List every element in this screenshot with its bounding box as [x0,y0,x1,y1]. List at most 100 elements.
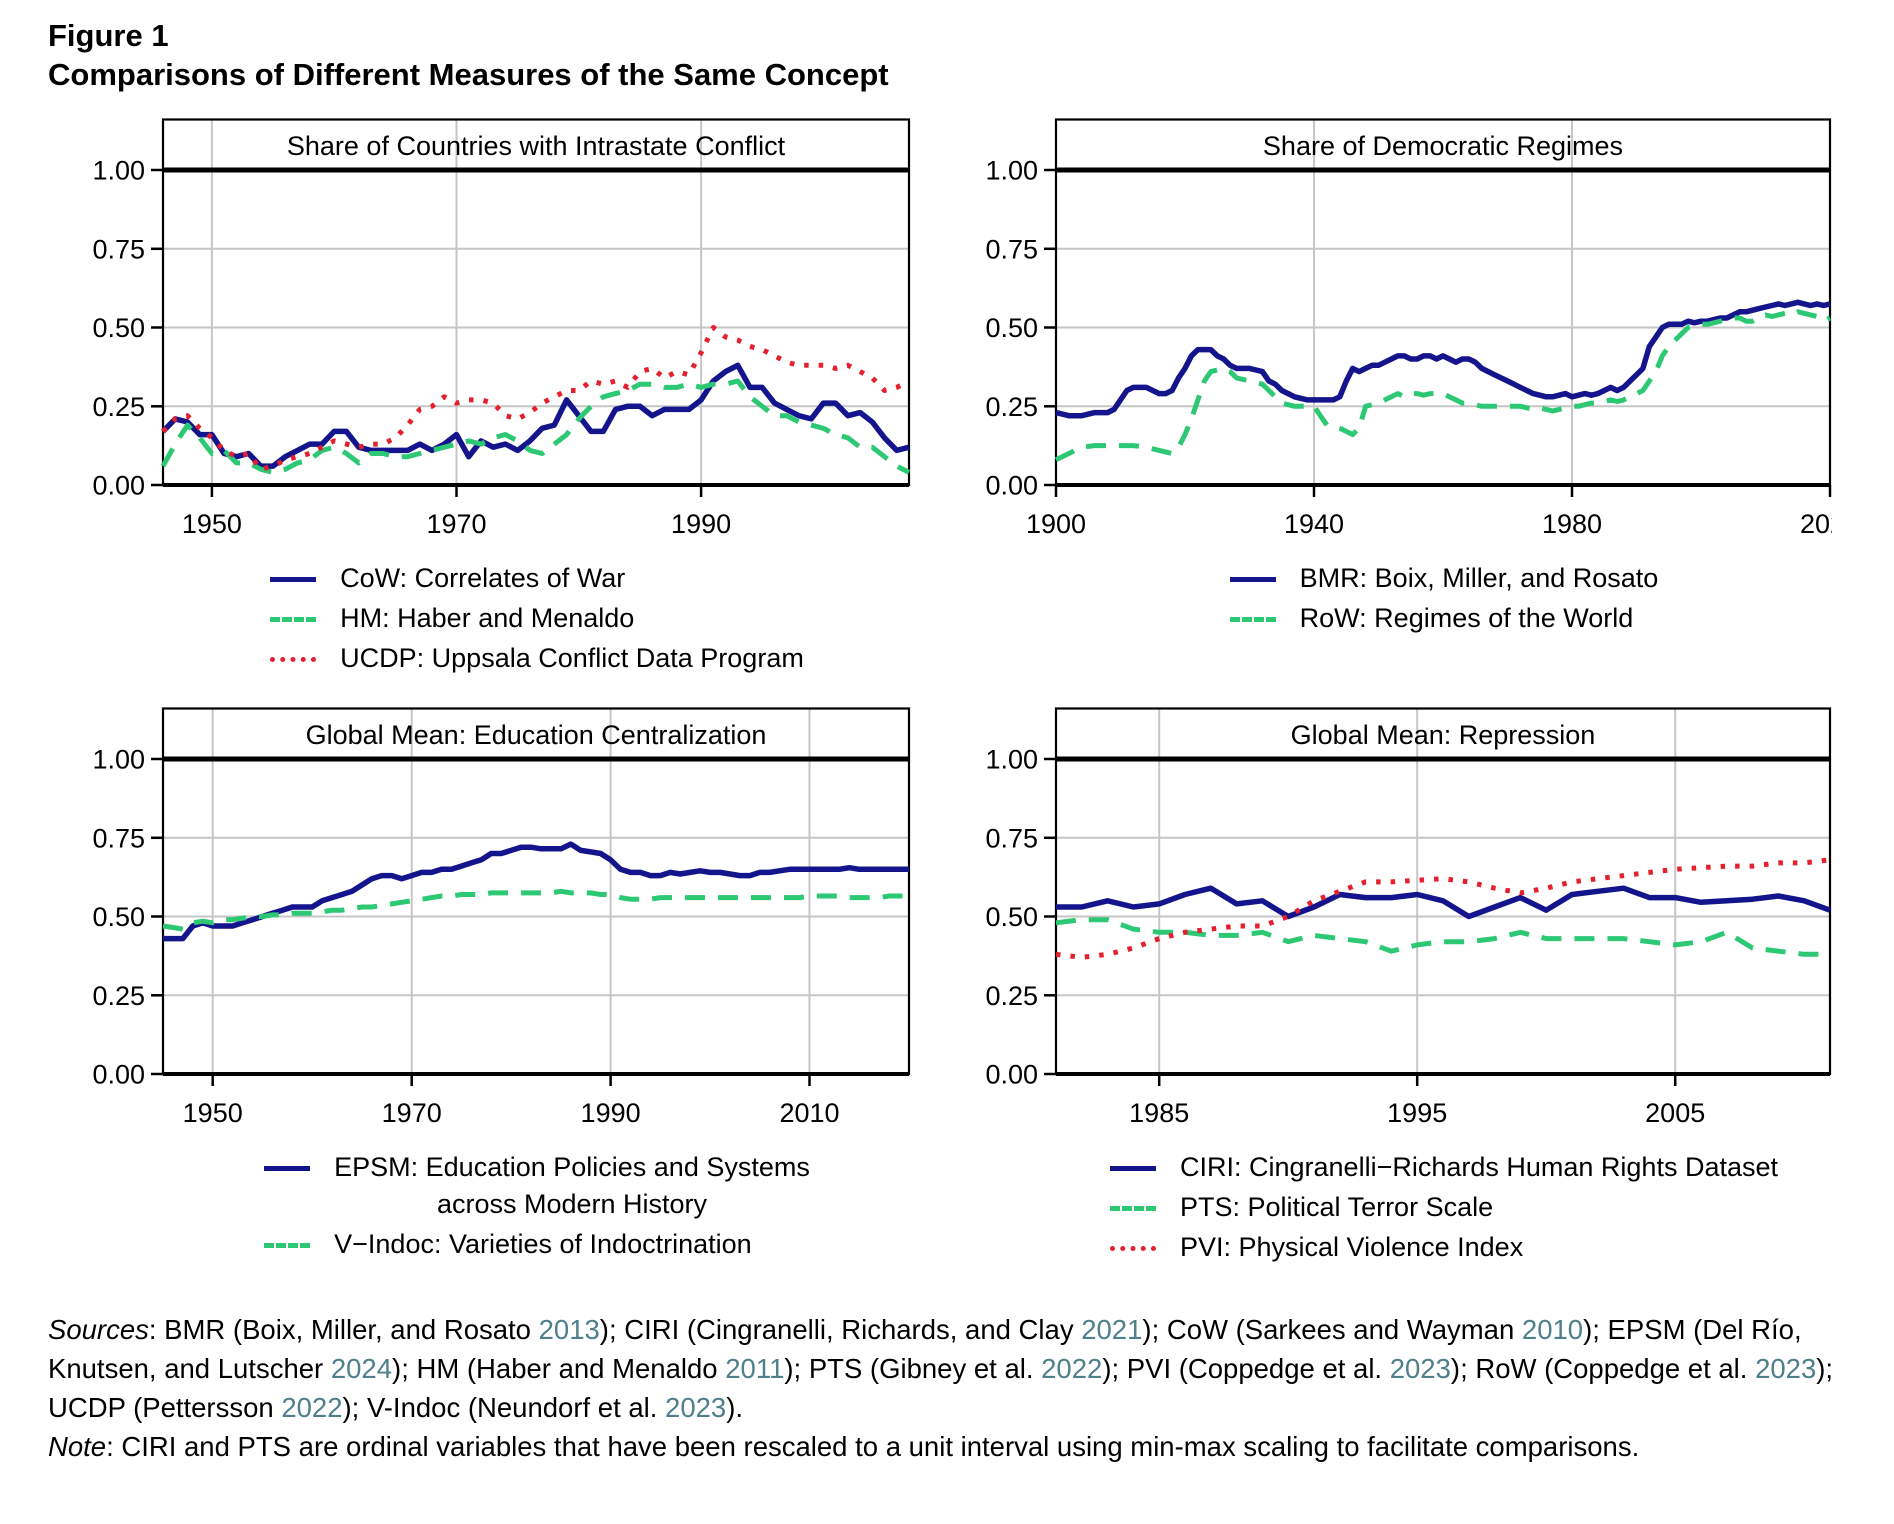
x-tick-label: 2020 [1800,509,1832,539]
chart-cell-intrastate-conflict: 0.00 0.25 0.50 0.75 1.00 1950 1970 1990 Share of… [48,118,911,677]
chart-democratic-regimes: 0.00 0.25 0.50 0.75 1.00 1900 1940 1980 2020 Shar… [985,118,1832,539]
charts-grid: 0.00 0.25 0.50 0.75 1.00 1950 1970 1990 Share of… [48,118,1894,1266]
x-tick-label: 1985 [1129,1098,1189,1128]
series-line-dashed [162,888,909,932]
citation-year: 2013 [538,1314,600,1345]
series-line-dashed [1054,309,1832,463]
page-title: Comparisons of Different Measures of the… [48,57,889,92]
y-tick-label: 0.75 [92,823,145,853]
y-tick-label: 0.50 [92,902,145,932]
legend-swatch-dashed-line-icon [264,1243,311,1248]
x-tick-label: 1940 [1284,509,1344,539]
x-tick-label: 1970 [382,1098,442,1128]
legend-swatch-solid-line-icon [1110,1166,1156,1171]
panel-border [161,118,911,487]
chart-cell-education-centralization: 0.00 0.25 0.50 0.75 1.00 1950 1970 1990 2010 Glob… [48,707,911,1266]
x-tick-label: 1990 [581,1098,641,1128]
x-tick-label: 1950 [183,1098,243,1128]
chart-cell-repression: 0.00 0.25 0.50 0.75 1.00 1985 1995 2005 Global M… [941,707,1832,1266]
x-tick-label: 1900 [1026,509,1086,539]
series-line-solid [1055,299,1831,419]
legend-intrastate-conflict: CoW: Correlates of War HM: Haber and Mena… [270,560,804,677]
legend-label: UCDP: Uppsala Conflict Data Program [340,643,804,673]
y-tick-label: 0.00 [985,471,1038,501]
y-tick-label: 0.00 [985,1060,1038,1090]
legend-label: V−Indoc: Varieties of Indoctrination [334,1229,752,1259]
citation-year: 2022 [281,1392,343,1423]
citation-year: 2023 [1755,1353,1817,1384]
figure-label: Figure 1 [48,18,169,53]
x-tick-label: 2005 [1645,1098,1705,1128]
note-paragraph: Note: CIRI and PTS are ordinal variables… [48,1431,1640,1462]
y-tick-label: 0.25 [92,981,145,1011]
y-tick-label: 0.00 [92,471,145,501]
y-tick-label: 0.25 [985,981,1038,1011]
citation-year: 2023 [665,1392,727,1423]
legend-democratic-regimes: BMR: Boix, Miller, and Rosato RoW: Regime… [1229,560,1659,637]
y-tick-label: 0.00 [92,1060,145,1090]
y-tick-label: 0.75 [92,234,145,264]
legend-swatch-dashed-line-icon [1110,1206,1156,1211]
y-tick-label: 0.75 [985,823,1038,853]
legend-label: EPSM: Education Policies and Systems acro… [334,1152,810,1219]
citation-year: 2011 [725,1353,785,1384]
legend-swatch-dotted-line-icon [1110,1246,1156,1251]
legend-item: EPSM: Education Policies and Systems acro… [264,1149,810,1223]
y-tick-label: 0.50 [985,902,1038,932]
chart-education-centralization: 0.00 0.25 0.50 0.75 1.00 1950 1970 1990 2010 Glob… [92,707,911,1128]
legend-label: PVI: Physical Violence Index [1180,1232,1524,1262]
legend-label: BMR: Boix, Miller, and Rosato [1299,563,1659,593]
y-tick-label: 0.75 [985,234,1038,264]
chart-cell-democratic-regimes: 0.00 0.25 0.50 0.75 1.00 1900 1940 1980 2020 Shar… [941,118,1832,677]
legend-label: HM: Haber and Menaldo [340,603,635,633]
legend-label: PTS: Political Terror Scale [1180,1192,1494,1222]
citation-year: 2010 [1521,1314,1584,1345]
panel-title: Share of Countries with Intrastate Confl… [287,131,786,161]
series-line-solid [1056,885,1831,920]
legend-item: HM: Haber and Menaldo [270,600,804,637]
x-tick-label: 2010 [779,1098,839,1128]
legend-swatch-solid-line-icon [270,577,317,582]
series-line-dotted [161,325,911,472]
legend-education-centralization: EPSM: Education Policies and Systems acro… [264,1149,810,1263]
y-tick-label: 1.00 [985,745,1038,775]
citation-year: 2021 [1081,1314,1143,1345]
y-tick-label: 0.50 [92,313,145,343]
x-tick-label: 1970 [426,509,486,539]
legend-item: BMR: Boix, Miller, and Rosato [1229,560,1659,597]
y-tick-label: 0.50 [985,313,1038,343]
y-tick-label: 0.25 [92,392,145,422]
panel-border [1054,118,1832,487]
y-tick-label: 1.00 [92,745,145,775]
sources-paragraph: Sources: BMR (Boix, Miller, and Rosato 2… [48,1314,1834,1423]
series-line-solid [163,841,909,942]
panel-title: Global Mean: Repression [1291,720,1596,750]
legend-swatch-solid-line-icon [1229,577,1276,582]
legend-swatch-dotted-line-icon [270,657,317,662]
legend-label: CoW: Correlates of War [340,563,626,593]
x-tick-label: 1980 [1542,509,1602,539]
legend-label: CIRI: Cingranelli−Richards Human Rights … [1180,1152,1778,1182]
panel-title: Share of Democratic Regimes [1263,131,1623,161]
legend-item: PTS: Political Terror Scale [1110,1189,1778,1226]
legend-item: PVI: Physical Violence Index [1110,1229,1778,1266]
x-tick-label: 1995 [1387,1098,1447,1128]
legend-item: RoW: Regimes of the World [1229,600,1659,637]
series-line-dotted [1055,857,1831,960]
legend-swatch-dashed-line-icon [1229,617,1276,622]
chart-repression: 0.00 0.25 0.50 0.75 1.00 1985 1995 2005 Global M… [985,707,1832,1128]
y-tick-label: 1.00 [985,156,1038,186]
notes-block: Sources: BMR (Boix, Miller, and Rosato 2… [48,1310,1848,1466]
panel-border [1054,707,1832,1076]
x-tick-label: 1950 [182,509,242,539]
citation-year: 2024 [330,1353,393,1384]
legend-item: UCDP: Uppsala Conflict Data Program [270,640,804,677]
legend-item: CIRI: Cingranelli−Richards Human Rights … [1110,1149,1778,1186]
citation-year: 2022 [1041,1353,1103,1384]
chart-intrastate-conflict: 0.00 0.25 0.50 0.75 1.00 1950 1970 1990 Share of… [92,118,911,539]
x-tick-label: 1990 [671,509,731,539]
panel-title: Global Mean: Education Centralization [306,720,767,750]
legend-item: V−Indoc: Varieties of Indoctrination [264,1226,810,1263]
legend-repression: CIRI: Cingranelli−Richards Human Rights … [1110,1149,1778,1266]
citation-year: 2023 [1389,1353,1451,1384]
